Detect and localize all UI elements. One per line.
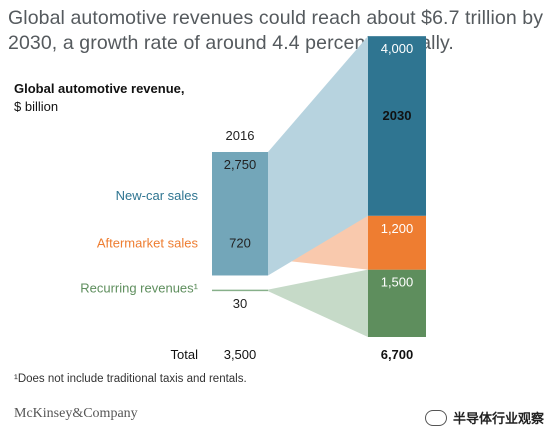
band-recurring <box>268 269 368 337</box>
year-label-2030: 2030 <box>383 108 412 123</box>
bar-2016-new-car <box>212 152 268 276</box>
band-new-car <box>268 36 368 276</box>
y-axis-label: Global automotive revenue, $ billion <box>14 80 185 116</box>
total-label: Total <box>171 347 199 362</box>
value-label-2030-new-car: 4,000 <box>381 41 414 56</box>
mckinsey-logo: McKinsey&Company <box>14 406 138 421</box>
footnote: ¹Does not include traditional taxis and … <box>14 373 247 385</box>
value-label-2016-recurring: 30 <box>233 296 247 311</box>
value-label-2016-aftermarket: 720 <box>229 236 251 251</box>
y-axis-label-bold: Global automotive revenue, <box>14 81 185 96</box>
category-label-recurring: Recurring revenues¹ <box>80 281 198 296</box>
chart-title: Global automotive revenues could reach a… <box>8 7 544 54</box>
bar-2030-aftermarket <box>368 215 426 270</box>
wechat-icon <box>424 409 447 426</box>
bar-2030-new-car <box>368 36 426 216</box>
category-label-aftermarket: Aftermarket sales <box>97 236 199 251</box>
value-label-2030-aftermarket: 1,200 <box>381 221 414 236</box>
value-label-2016-new-car: 2,750 <box>224 157 257 172</box>
y-axis-label-unit: $ billion <box>14 99 59 114</box>
value-label-2030-recurring: 1,500 <box>381 275 414 290</box>
year-label-2016: 2016 <box>226 128 255 143</box>
watermark: 半导体行业观察 <box>424 408 544 427</box>
bar-2016-recurring <box>212 289 268 292</box>
watermark-text: 半导体行业观察 <box>452 411 544 426</box>
total-value-2030: 6,700 <box>381 347 414 362</box>
bar-2030-recurring <box>368 269 426 337</box>
category-label-new-car: New-car sales <box>116 188 199 203</box>
total-value-2016: 3,500 <box>224 347 257 362</box>
